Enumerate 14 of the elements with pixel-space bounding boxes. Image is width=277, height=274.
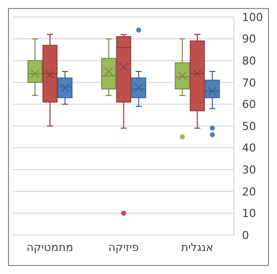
y-tick-label: 100: [242, 10, 263, 24]
y-tick-label: 80: [242, 54, 256, 68]
y-tick-label: 10: [242, 207, 256, 220]
y-tick-label: 60: [242, 98, 256, 112]
y-tick-label: 40: [242, 142, 256, 155]
y-tick-label: 20: [242, 185, 256, 198]
x-tick-label: פיזיקה: [108, 240, 139, 254]
y-tick-label: 0: [242, 228, 249, 242]
y-tick-label: 90: [242, 32, 256, 46]
y-tick-label: 50: [242, 120, 256, 133]
x-tick-label: אנגלית: [181, 240, 214, 254]
x-tick-label: מתמטיקה: [26, 240, 74, 254]
y-tick-label: 30: [242, 164, 256, 177]
y-tick-label: 70: [242, 76, 256, 90]
